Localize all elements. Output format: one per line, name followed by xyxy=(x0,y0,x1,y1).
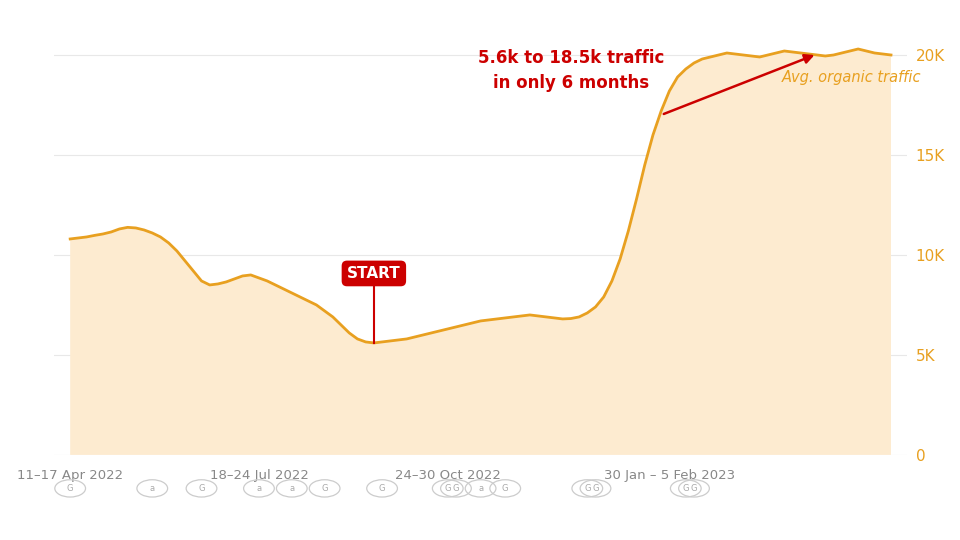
Text: a: a xyxy=(289,484,295,493)
Text: G: G xyxy=(379,484,385,493)
Text: Avg. organic traffic: Avg. organic traffic xyxy=(782,70,922,85)
Text: G: G xyxy=(453,484,459,493)
Text: G: G xyxy=(444,484,451,493)
Text: a: a xyxy=(478,484,483,493)
Text: G: G xyxy=(67,484,73,493)
Text: G: G xyxy=(691,484,697,493)
Text: G: G xyxy=(683,484,689,493)
Text: G: G xyxy=(584,484,590,493)
Text: a: a xyxy=(256,484,261,493)
Text: G: G xyxy=(322,484,328,493)
Text: G: G xyxy=(199,484,204,493)
Text: G: G xyxy=(502,484,509,493)
Text: a: a xyxy=(150,484,155,493)
Text: 5.6k to 18.5k traffic
in only 6 months: 5.6k to 18.5k traffic in only 6 months xyxy=(478,50,664,92)
Text: G: G xyxy=(592,484,599,493)
Text: START: START xyxy=(347,266,400,281)
